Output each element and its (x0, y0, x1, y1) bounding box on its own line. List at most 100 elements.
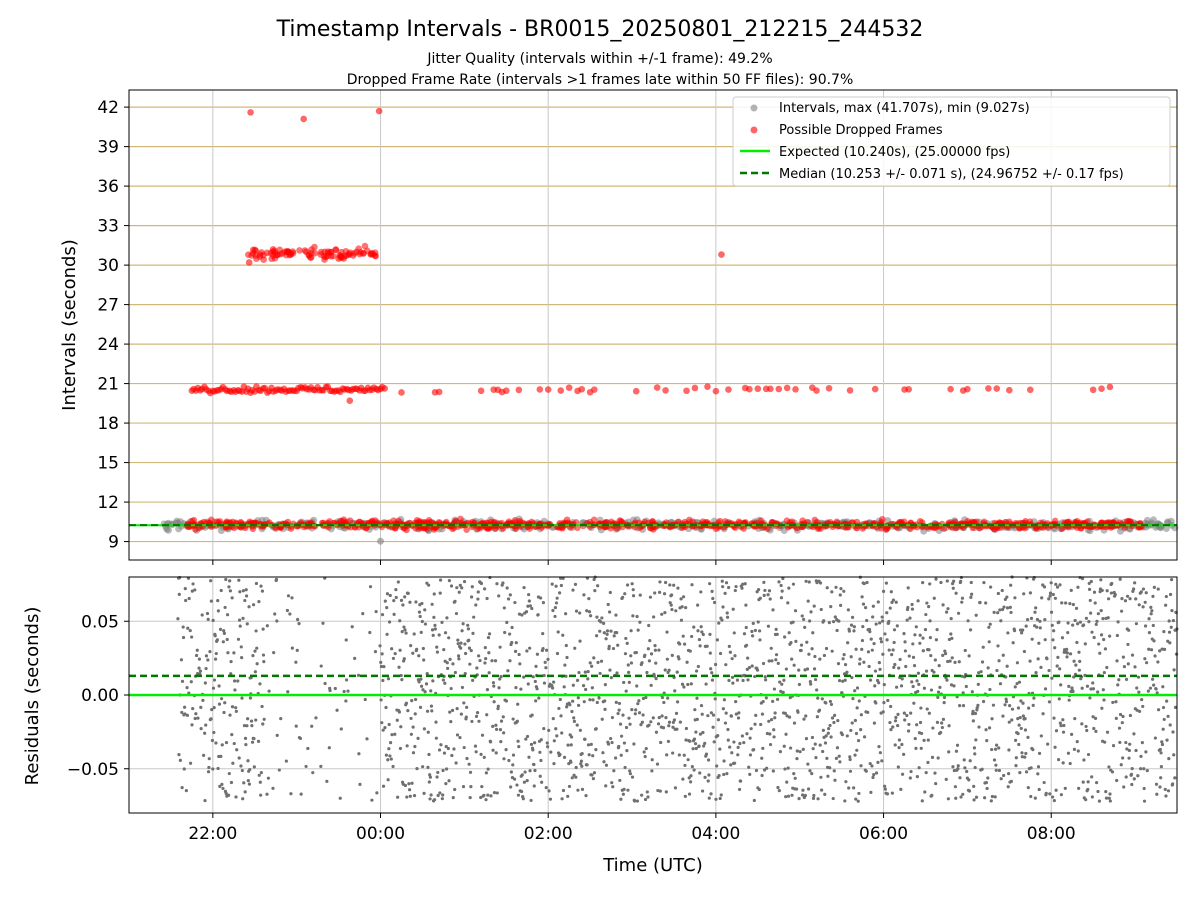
residual-point (807, 652, 811, 656)
residual-point (1055, 585, 1060, 589)
residual-point (767, 719, 771, 723)
residual-point (802, 717, 806, 721)
residual-point (290, 646, 294, 650)
residual-point (1149, 612, 1153, 616)
residual-point (776, 661, 780, 666)
residual-point (989, 799, 993, 803)
residual-point (602, 621, 606, 626)
residual-point (235, 748, 239, 752)
residual-point (1078, 659, 1082, 663)
residual-point (868, 678, 873, 682)
residual-point (409, 732, 413, 736)
residual-point (373, 650, 378, 654)
residual-point (907, 722, 911, 727)
residual-point (772, 687, 777, 691)
residual-point (903, 649, 908, 653)
dropped-frame-point (1065, 518, 1073, 526)
residual-point (356, 673, 361, 677)
residual-point (674, 711, 679, 715)
residual-point (178, 575, 182, 580)
dropped-frame-point (245, 259, 253, 266)
residual-point (350, 625, 354, 629)
residual-point (1105, 589, 1109, 593)
residual-point (939, 730, 943, 735)
residual-point (914, 625, 918, 629)
residual-point (997, 659, 1001, 663)
residual-point (711, 725, 715, 729)
residual-point (426, 765, 430, 769)
residual-point (761, 661, 766, 666)
residual-point (1070, 732, 1074, 737)
residual-point (1139, 754, 1143, 758)
residual-point (900, 772, 905, 776)
residual-point (1094, 729, 1098, 733)
residual-point (579, 759, 584, 763)
residual-point (1085, 728, 1089, 733)
residual-point (825, 586, 829, 590)
residual-point (403, 783, 407, 788)
residual-point (342, 689, 346, 694)
residual-point (811, 747, 815, 751)
residual-point (571, 699, 575, 703)
residual-point (828, 723, 832, 728)
dropped-frame-point (469, 518, 476, 526)
residual-point (629, 661, 634, 665)
residual-point (954, 749, 959, 753)
residual-point (1059, 724, 1063, 728)
residual-point (495, 791, 499, 795)
residual-point (535, 687, 539, 691)
residual-point (889, 590, 893, 594)
dropped-frame-point (272, 525, 280, 532)
residual-point (344, 638, 348, 642)
residual-point (664, 580, 668, 585)
residual-point (1094, 622, 1098, 627)
residual-point (843, 799, 847, 803)
dropped-frame-point (247, 109, 254, 116)
residual-point (1127, 756, 1131, 760)
residual-point (744, 625, 748, 630)
residual-point (344, 678, 349, 682)
residual-point (710, 671, 714, 675)
residual-point (881, 589, 886, 593)
residual-point (499, 719, 504, 723)
residual-point (948, 659, 952, 663)
residual-point (859, 728, 863, 732)
residual-point (874, 701, 878, 705)
residual-point (821, 749, 825, 754)
residual-point (702, 744, 706, 748)
dropped-frame-point (775, 385, 783, 393)
residual-point (1098, 651, 1102, 655)
residual-point (700, 789, 705, 793)
residual-point (1106, 616, 1110, 620)
bottom-panel: 0.050.00−0.05 22:00 00:00 02:00 04:00 06:00 0… (22, 575, 1179, 876)
residual-point (759, 722, 763, 727)
residual-point (786, 601, 790, 605)
residual-point (891, 725, 895, 729)
residual-point (769, 718, 774, 722)
residual-point (1110, 770, 1115, 774)
residual-point (612, 634, 616, 638)
residual-point (619, 753, 623, 757)
residual-point (502, 731, 506, 735)
residual-point (1146, 689, 1150, 693)
residual-point (640, 720, 644, 724)
residual-point (931, 726, 935, 730)
top-x-ticks (212, 560, 1052, 565)
dropped-frame-point (951, 518, 959, 526)
residual-point (365, 737, 369, 741)
residual-point (433, 623, 437, 627)
residual-point (503, 630, 507, 635)
residual-point (803, 625, 807, 629)
residual-point (724, 711, 728, 715)
residual-point (1142, 786, 1146, 791)
residual-point (524, 610, 529, 614)
residual-point (978, 600, 982, 605)
residual-point (412, 794, 417, 798)
residual-point (896, 723, 900, 728)
residual-point (517, 652, 521, 657)
residual-point (564, 643, 568, 648)
dropped-frame-point (607, 524, 615, 532)
residual-point (876, 600, 880, 604)
residual-point (193, 716, 197, 721)
residual-point (363, 697, 367, 702)
